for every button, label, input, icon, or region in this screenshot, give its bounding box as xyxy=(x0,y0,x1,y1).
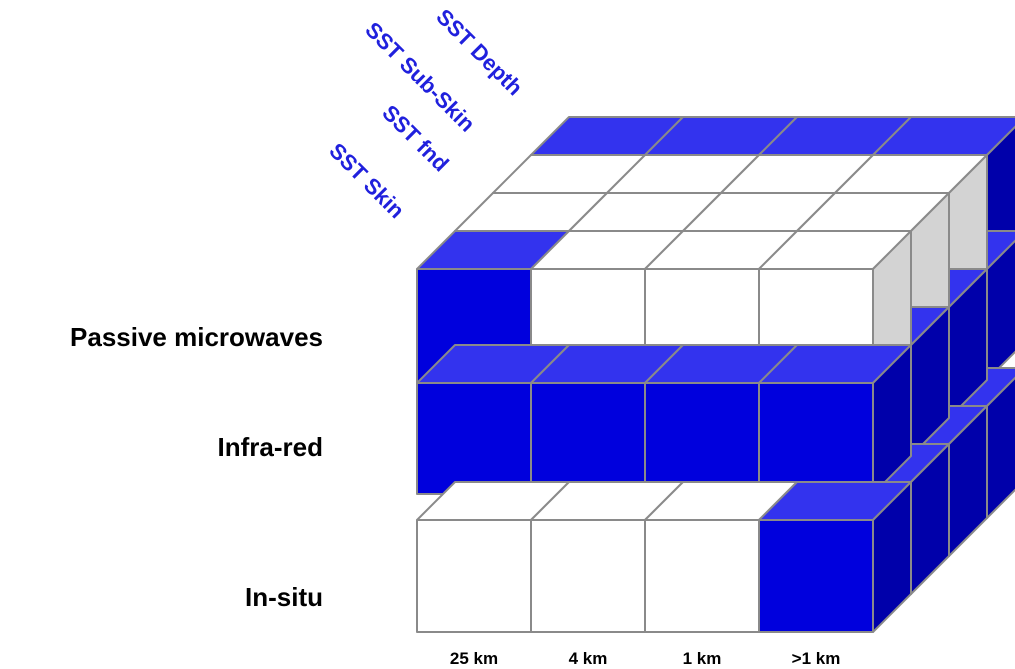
cell-side-sst-skin-in-situ-col3 xyxy=(872,481,912,633)
column-label-1km: 1 km xyxy=(682,649,722,668)
column-label-4km: 4 km xyxy=(568,649,608,668)
cell-front-sst-skin-in-situ-col0 xyxy=(416,519,532,633)
cell-front-sst-skin-in-situ-col3 xyxy=(758,519,874,633)
cell-front-sst-skin-infra-red-col0 xyxy=(416,382,532,495)
cell-front-sst-skin-infra-red-col3 xyxy=(758,382,874,495)
cell-front-sst-skin-in-situ-col2 xyxy=(644,519,760,633)
cell-front-sst-skin-infra-red-col1 xyxy=(530,382,646,495)
cell-front-sst-skin-infra-red-col2 xyxy=(644,382,760,495)
cell-front-sst-skin-in-situ-col1 xyxy=(530,519,646,633)
column-label-25km: 25 km xyxy=(449,649,499,668)
row-label-in-situ: In-situ xyxy=(245,582,323,612)
cell-side-sst-skin-infra-red-col3 xyxy=(872,344,912,495)
row-label-passive-microwaves: Passive microwaves xyxy=(70,322,323,352)
column-label-gt1km: >1 km xyxy=(791,649,841,668)
row-label-infra-red: Infra-red xyxy=(217,432,323,462)
